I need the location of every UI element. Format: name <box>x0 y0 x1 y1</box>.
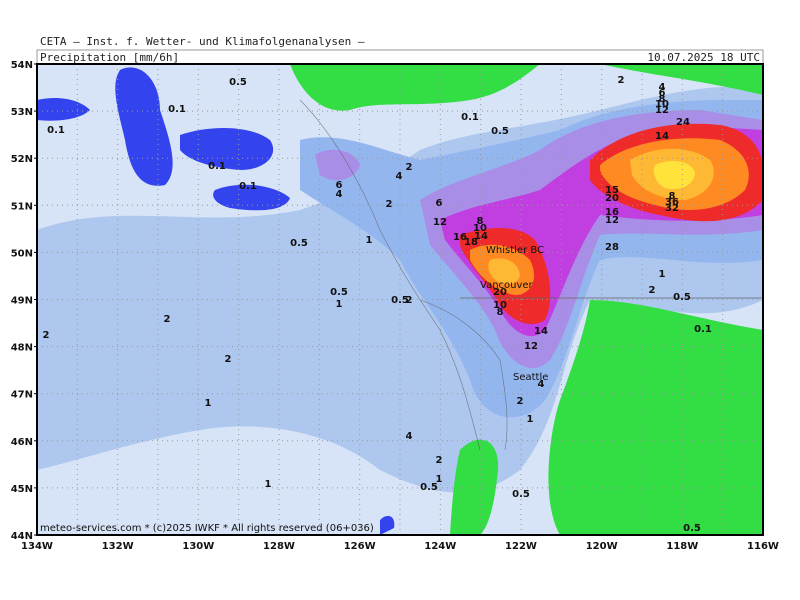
lon-label: 126W <box>344 541 376 552</box>
contour-label: 28 <box>605 242 619 253</box>
contour-label: 2 <box>164 314 171 325</box>
contour-label: 12 <box>433 217 447 228</box>
contour-label: 0.1 <box>461 112 479 123</box>
contour-label: 0.1 <box>208 161 226 172</box>
contour-label: 1 <box>527 414 534 425</box>
lon-label: 124W <box>424 541 456 552</box>
contour-label: 0.5 <box>420 482 438 493</box>
contour-label: 20 <box>493 287 507 298</box>
lat-label: 44N <box>11 531 33 542</box>
contour-label: 14 <box>534 326 548 337</box>
contour-label: 16 <box>605 207 619 218</box>
lon-label: 116W <box>747 541 779 552</box>
contour-label: 0.5 <box>683 523 701 534</box>
contour-label: 0.1 <box>168 104 186 115</box>
lat-label: 47N <box>11 390 33 401</box>
contour-label: 6 <box>659 88 666 99</box>
contour-label: 8 <box>669 191 676 202</box>
contour-label: 2 <box>406 295 413 306</box>
contour-label: 24 <box>676 117 690 128</box>
contour-label: 4 <box>396 171 403 182</box>
lat-label: 46N <box>11 437 33 448</box>
contour-label: 0.5 <box>290 238 308 249</box>
lat-label: 45N <box>11 484 33 495</box>
contour-label: 0.5 <box>673 292 691 303</box>
contour-label: 0.5 <box>512 489 530 500</box>
contour-label: 1 <box>366 235 373 246</box>
contour-label: 2 <box>225 354 232 365</box>
contour-label: 0.5 <box>229 77 247 88</box>
contour-label: 6 <box>436 198 443 209</box>
contour-label: 0.5 <box>391 295 409 306</box>
contour-label: 0.1 <box>239 181 257 192</box>
lon-label: 130W <box>182 541 214 552</box>
contour-label: 1 <box>436 474 443 485</box>
city-label: Whistler BC <box>486 245 544 256</box>
contour-label: 1 <box>659 269 666 280</box>
footer: meteo-services.com * (c)2025 IWKF * All … <box>40 523 374 534</box>
lat-label: 51N <box>11 201 33 212</box>
contour-label: 1 <box>205 398 212 409</box>
contour-label: 2 <box>43 330 50 341</box>
contour-label: 0.1 <box>694 324 712 335</box>
valid-time: 10.07.2025 18 UTC <box>647 51 760 64</box>
lat-label: 54N <box>11 60 33 71</box>
contour-label: 4 <box>659 82 666 93</box>
lon-label: 118W <box>666 541 698 552</box>
contour-label: 8 <box>497 307 504 318</box>
contour-label: 10 <box>655 99 669 110</box>
source-title: CETA — Inst. f. Wetter- und Klimafolgena… <box>40 35 365 48</box>
city-label: Seattle <box>513 372 548 383</box>
contour-label: 10 <box>493 300 507 311</box>
contour-label: 14 <box>655 131 669 142</box>
contour-label: 16 <box>453 232 467 243</box>
contour-label: 2 <box>436 455 443 466</box>
lon-label: 122W <box>505 541 537 552</box>
contour-label: 12 <box>655 105 669 116</box>
contour-label: 2 <box>517 396 524 407</box>
contour-label: 12 <box>524 341 538 352</box>
lat-label: 50N <box>11 248 33 259</box>
contour-label: 4 <box>336 189 343 200</box>
lat-label: 52N <box>11 154 33 165</box>
contour-label: 36 <box>665 197 679 208</box>
contour-label: 1 <box>265 479 272 490</box>
lat-label: 53N <box>11 107 33 118</box>
contour-label: 14 <box>474 231 488 242</box>
contour-label: 12 <box>605 215 619 226</box>
contour-label: 20 <box>605 193 619 204</box>
contour-label: 2 <box>386 199 393 210</box>
contour-label: 18 <box>464 237 478 248</box>
contour-label: 0.5 <box>330 287 348 298</box>
contour-label: 4 <box>406 431 413 442</box>
contour-label: 2 <box>406 162 413 173</box>
lon-label: 134W <box>21 541 53 552</box>
lon-label: 132W <box>102 541 134 552</box>
lon-label: 120W <box>586 541 618 552</box>
lat-label: 48N <box>11 343 33 354</box>
city-label: Vancouver <box>480 280 534 291</box>
contour-label: 15 <box>605 185 619 196</box>
contour-label: 32 <box>665 203 679 214</box>
contour-label: 1 <box>336 299 343 310</box>
contour-label: 4 <box>538 379 545 390</box>
contour-label: 2 <box>649 285 656 296</box>
contour-label: 0.1 <box>47 125 65 136</box>
lon-label: 128W <box>263 541 295 552</box>
contour-label: 8 <box>659 94 666 105</box>
contour-label: 8 <box>477 216 484 227</box>
contour-label: 2 <box>618 75 625 86</box>
contour-label: 0.5 <box>491 126 509 137</box>
contour-label: 6 <box>336 180 343 191</box>
variable-label: Precipitation_[mm/6h] <box>40 51 179 64</box>
map-field <box>37 64 763 535</box>
lat-label: 49N <box>11 296 33 307</box>
contour-label: 10 <box>473 223 487 234</box>
